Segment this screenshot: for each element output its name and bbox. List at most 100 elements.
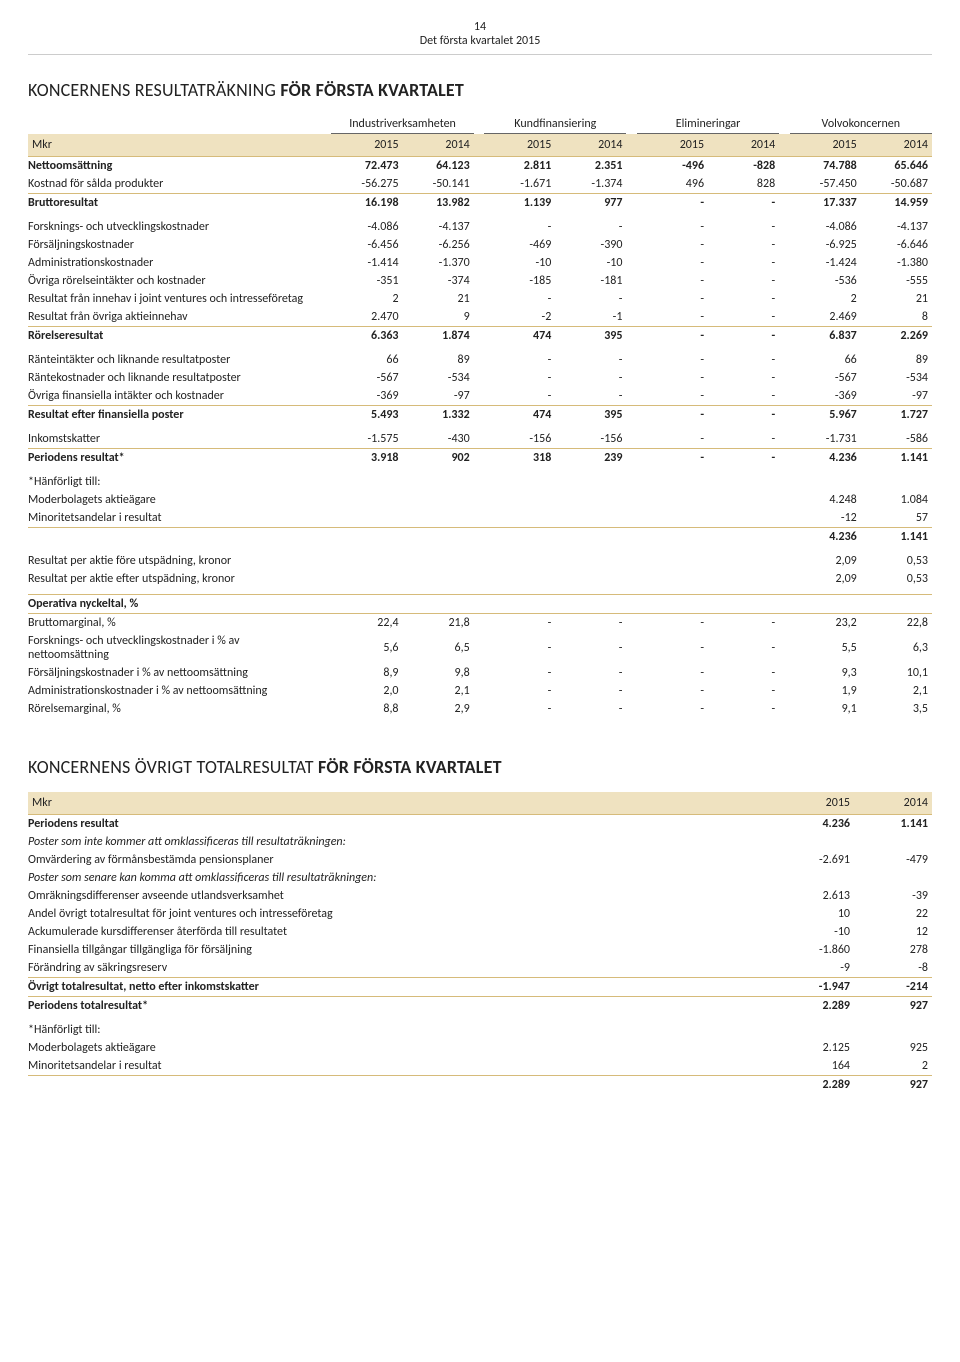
cell: -1.380 (861, 254, 932, 272)
cell: 66 (331, 351, 402, 369)
cell (708, 473, 779, 491)
cell: 2.469 (790, 308, 861, 327)
cell: -4.086 (331, 218, 402, 236)
cell (637, 552, 708, 570)
cell: 10,1 (861, 664, 932, 682)
cell (403, 528, 474, 547)
cell: - (708, 308, 779, 327)
cell: - (484, 290, 555, 308)
cell: 2.351 (555, 157, 626, 176)
cell (403, 594, 474, 613)
section2-title: KONCERNENS ÖVRIGT TOTALRESULTAT FÖR FÖRS… (28, 756, 932, 778)
cell (555, 594, 626, 613)
cell (484, 552, 555, 570)
cell: -430 (403, 430, 474, 449)
cell: -1.414 (331, 254, 402, 272)
row-label: Ränteintäkter och liknande resultatposte… (28, 351, 321, 369)
row-label: Rörelsemarginal, % (28, 700, 321, 718)
row-label: *Hänförligt till: (28, 473, 321, 491)
cell (555, 509, 626, 528)
cell (331, 491, 402, 509)
cell: -6.646 (861, 236, 932, 254)
cell: 89 (861, 351, 932, 369)
table-row: Moderbolagets aktieägare4.2481.084 (28, 491, 932, 509)
table-row: Bruttomarginal, %22,421,8----23,222,8 (28, 613, 932, 632)
cell: - (708, 236, 779, 254)
cell (854, 833, 932, 851)
table-row: *Hänförligt till: (28, 473, 932, 491)
cell: - (484, 682, 555, 700)
cell: -181 (555, 272, 626, 290)
cell: 17.337 (790, 194, 861, 213)
section1-title-a: KONCERNENS RESULTATRÄKNING (28, 79, 280, 101)
cell: 239 (555, 449, 626, 468)
cell: 64.123 (403, 157, 474, 176)
cell (776, 1021, 854, 1039)
table-row: Övriga rörelseintäkter och kostnader-351… (28, 272, 932, 290)
row-label: Administrationskostnader (28, 254, 321, 272)
cell: 23,2 (790, 613, 861, 632)
cell: - (708, 406, 779, 425)
cell: 21 (403, 290, 474, 308)
cell (555, 491, 626, 509)
cell: 74.788 (790, 157, 861, 176)
y6: 2015 (790, 134, 861, 157)
cell (403, 570, 474, 588)
cell: -1.731 (790, 430, 861, 449)
table-row: Resultat efter finansiella poster5.4931.… (28, 406, 932, 425)
cell: 1.727 (861, 406, 932, 425)
cell (331, 528, 402, 547)
row-label: Minoritetsandelar i resultat (28, 509, 321, 528)
cell: - (555, 351, 626, 369)
cell: 1.084 (861, 491, 932, 509)
cell: 4.236 (790, 449, 861, 468)
table-row: Nettoomsättning72.47364.1232.8112.351-49… (28, 157, 932, 176)
cell: -12 (790, 509, 861, 528)
cell: 2,09 (790, 570, 861, 588)
cell: -534 (861, 369, 932, 387)
cell: 1.141 (861, 449, 932, 468)
cell: 2,9 (403, 700, 474, 718)
cell: 2.269 (861, 327, 932, 346)
cell: -534 (403, 369, 474, 387)
cell: 9 (403, 308, 474, 327)
cell: - (637, 194, 708, 213)
cell: - (637, 218, 708, 236)
cell (484, 570, 555, 588)
cell: - (484, 632, 555, 664)
table-row: Periodens resultat4.2361.141 (28, 814, 932, 833)
section1-title-b: FÖR FÖRSTA KVARTALET (280, 79, 464, 101)
cell: -374 (403, 272, 474, 290)
cell: -8 (854, 959, 932, 978)
cell: 1.874 (403, 327, 474, 346)
cell: 8,9 (331, 664, 402, 682)
section2-title-a: KONCERNENS ÖVRIGT TOTALRESULTAT (28, 756, 318, 778)
cell: 2,09 (790, 552, 861, 570)
cell (484, 509, 555, 528)
cell: - (708, 218, 779, 236)
cell (637, 491, 708, 509)
cell (331, 473, 402, 491)
table-row: Administrationskostnader-1.414-1.370-10-… (28, 254, 932, 272)
cell: 4.248 (790, 491, 861, 509)
row-label: Forsknings- och utvecklingskostnader i %… (28, 632, 321, 664)
cell: - (708, 254, 779, 272)
cell: -1.374 (555, 175, 626, 194)
table-row: Omvärdering av förmånsbestämda pensionsp… (28, 851, 932, 869)
cell (637, 509, 708, 528)
mkr-label: Mkr (28, 134, 321, 157)
row-label: Omvärdering av förmånsbestämda pensionsp… (28, 851, 776, 869)
income-statement-table: Industriverksamheten Kundfinansiering El… (28, 115, 932, 718)
y3: 2014 (555, 134, 626, 157)
cell: 22 (854, 905, 932, 923)
cell (708, 491, 779, 509)
cell: - (708, 369, 779, 387)
row-label: Räntekostnader och liknande resultatpost… (28, 369, 321, 387)
cell: 3,5 (861, 700, 932, 718)
cell: 2.811 (484, 157, 555, 176)
cell: - (555, 613, 626, 632)
cell: 21,8 (403, 613, 474, 632)
cell: -4.137 (403, 218, 474, 236)
row-label: Övriga rörelseintäkter och kostnader (28, 272, 321, 290)
cell: -185 (484, 272, 555, 290)
